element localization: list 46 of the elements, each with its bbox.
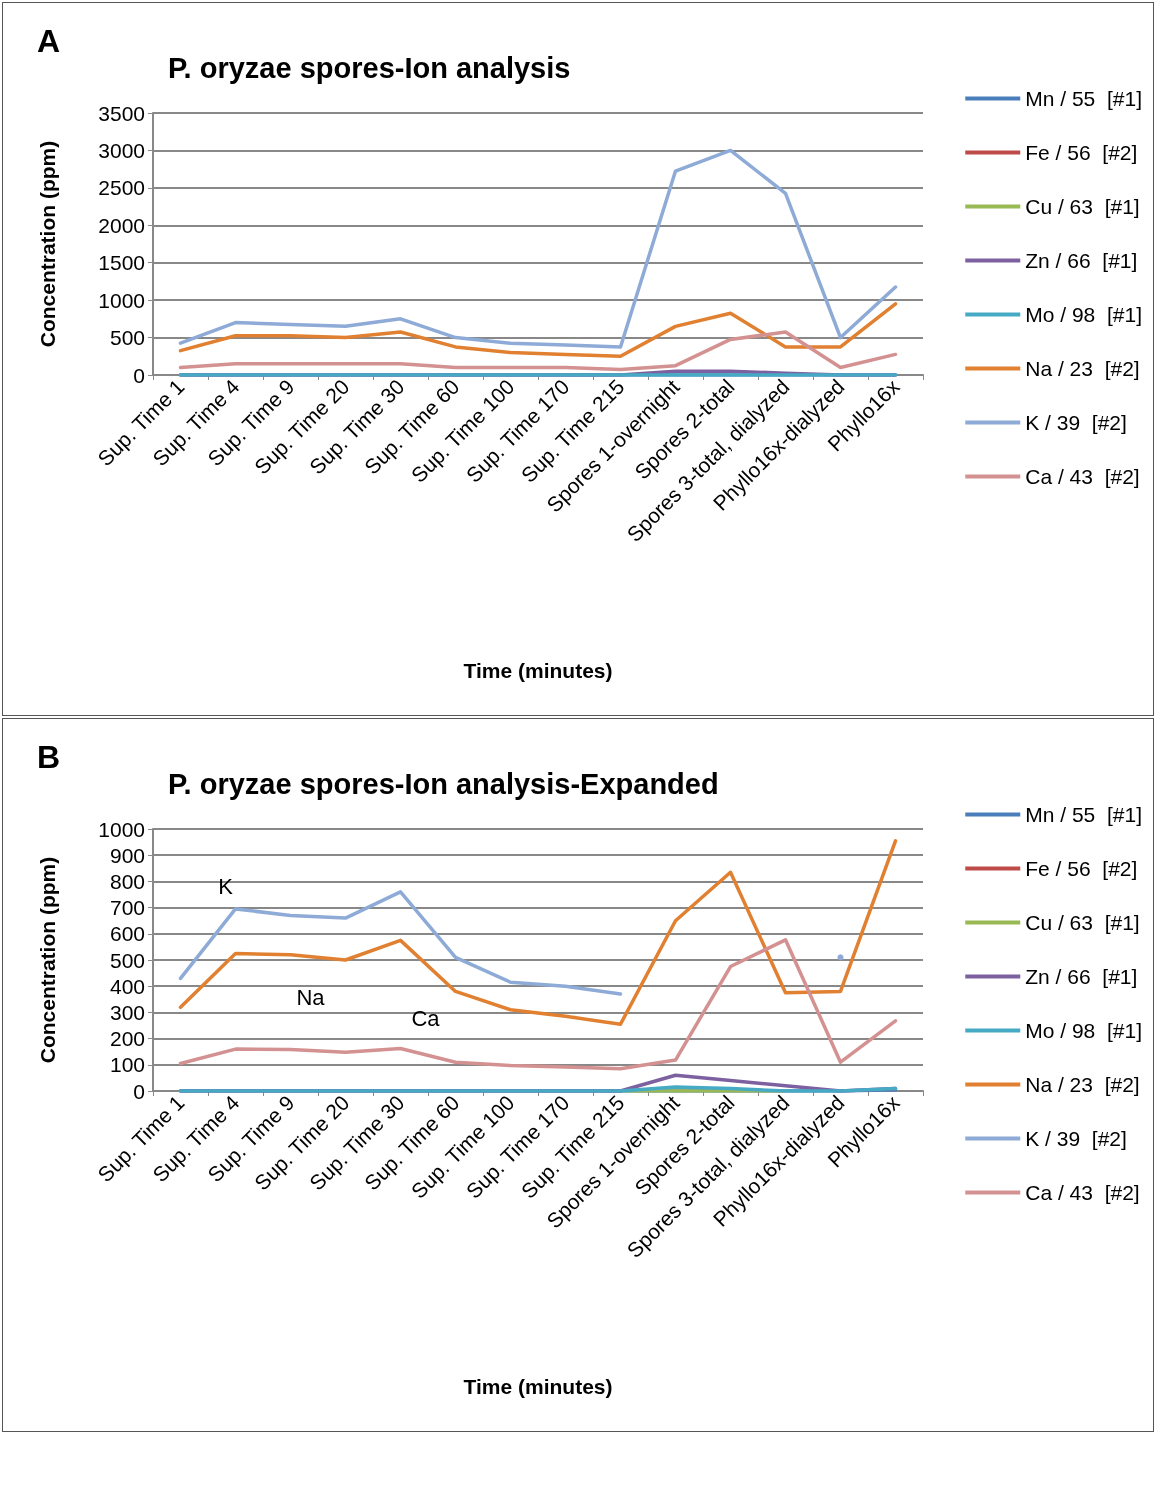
legend-label: Mo / 98 [#1] xyxy=(1025,1019,1142,1042)
y-tick-label: 500 xyxy=(109,326,145,350)
legend-label: Mo / 98 [#1] xyxy=(1025,303,1142,326)
y-tick-label: 300 xyxy=(109,1000,145,1024)
legend-label: Mn / 55 [#1] xyxy=(1025,803,1142,826)
y-tick-label: 2000 xyxy=(98,213,145,237)
y-tick-label: 1000 xyxy=(98,288,145,312)
y-tick-label: 500 xyxy=(109,948,145,972)
legend-label: Fe / 56 [#2] xyxy=(1025,141,1138,164)
legend-label: Na / 23 [#2] xyxy=(1025,357,1140,380)
text: A xyxy=(37,23,61,59)
chart-title: P. oryzae spores-Ion analysis-Expanded xyxy=(168,767,719,800)
y-tick-label: 800 xyxy=(109,869,145,893)
y-tick-label: 900 xyxy=(109,843,145,867)
y-tick-label: 3500 xyxy=(98,101,145,125)
y-tick-label: 600 xyxy=(109,922,145,946)
y-axis-title: Concentration (ppm) xyxy=(36,140,59,348)
legend-label: Cu / 63 [#1] xyxy=(1025,911,1140,934)
legend-label: Mn / 55 [#1] xyxy=(1025,87,1142,110)
legend-label: K / 39 [#2] xyxy=(1025,1127,1127,1150)
x-axis-title: Time (minutes) xyxy=(463,659,613,682)
legend-label: Fe / 56 [#2] xyxy=(1025,857,1138,880)
y-tick-label: 1000 xyxy=(98,817,145,841)
y-tick-label: 400 xyxy=(109,974,145,998)
y-tick-label: 0 xyxy=(133,363,145,387)
annotation: K xyxy=(218,874,234,900)
y-tick-label: 200 xyxy=(109,1027,145,1051)
legend-label: Zn / 66 [#1] xyxy=(1025,249,1138,272)
legend-label: Zn / 66 [#1] xyxy=(1025,965,1138,988)
legend-label: Cu / 63 [#1] xyxy=(1025,195,1140,218)
text: B xyxy=(37,739,61,775)
x-axis-title: Time (minutes) xyxy=(463,1375,613,1398)
y-tick-label: 1500 xyxy=(98,251,145,275)
chart-title: P. oryzae spores-Ion analysis xyxy=(168,51,571,84)
y-tick-label: 0 xyxy=(133,1079,145,1103)
y-tick-label: 3000 xyxy=(98,138,145,162)
y-tick-label: 100 xyxy=(109,1053,145,1077)
legend-label: Na / 23 [#2] xyxy=(1025,1073,1140,1096)
annotation: Na xyxy=(296,984,326,1010)
legend-label: Ca / 43 [#2] xyxy=(1025,465,1140,488)
legend-label: K / 39 [#2] xyxy=(1025,411,1127,434)
annotation: Ca xyxy=(411,1006,441,1032)
y-tick-label: 2500 xyxy=(98,176,145,200)
legend-label: Ca / 43 [#2] xyxy=(1025,1181,1140,1204)
y-axis-title: Concentration (ppm) xyxy=(36,856,59,1064)
y-tick-label: 700 xyxy=(109,896,145,920)
